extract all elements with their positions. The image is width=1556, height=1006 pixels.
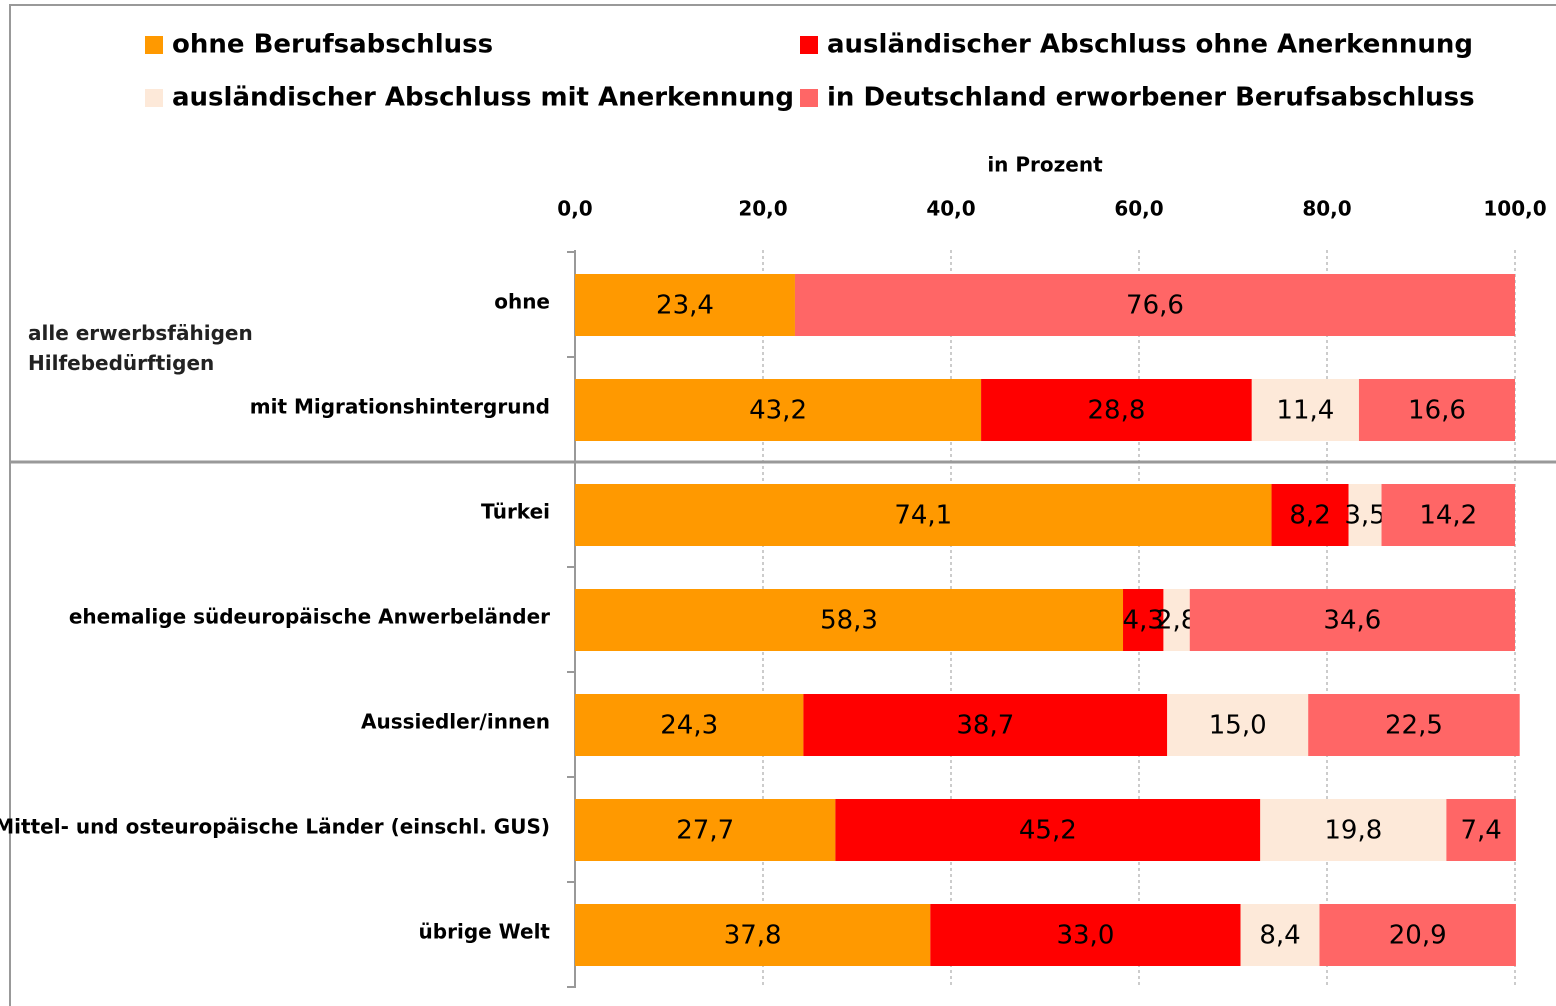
data-label: 27,7 (676, 816, 734, 846)
bar-segment (981, 379, 1252, 441)
legend-swatch (800, 36, 818, 54)
legend-label: ausländischer Abschluss mit Anerkennung (172, 83, 794, 113)
data-label: 74,1 (894, 501, 952, 531)
bar-segment (575, 589, 1124, 651)
bar-segment (1251, 379, 1359, 441)
data-label: 38,7 (956, 711, 1014, 741)
bar-segment (794, 274, 1515, 336)
y-tick-label: Mittel- und osteuropäische Länder (einsc… (0, 815, 550, 839)
y-tick-label: Türkei (481, 500, 550, 524)
data-label: 19,8 (1324, 816, 1382, 846)
bar-segment (803, 694, 1168, 756)
legend-label: ohne Berufsabschluss (172, 30, 493, 60)
data-label: 4,3 (1123, 606, 1164, 636)
bar-segment (930, 904, 1241, 966)
data-label: 8,2 (1289, 501, 1330, 531)
bar-segment (1123, 589, 1164, 651)
bar-segment (1240, 904, 1320, 966)
bar-segment (575, 274, 795, 336)
y-tick-label: Aussiedler/innen (361, 710, 550, 734)
bar-segment (1271, 484, 1349, 546)
bar-segment (575, 799, 836, 861)
chart-border (9, 4, 1556, 1006)
x-axis-label: in Prozent (987, 153, 1103, 177)
data-label: 3,5 (1344, 501, 1385, 531)
bar-segment (575, 694, 804, 756)
bar-segment (1167, 694, 1309, 756)
data-label: 23,4 (656, 291, 714, 321)
data-label: 37,8 (724, 921, 782, 951)
data-label: 45,2 (1019, 816, 1077, 846)
y-tick-label: mit Migrationshintergrund (250, 395, 550, 419)
data-label: 33,0 (1056, 921, 1114, 951)
data-label: 76,6 (1126, 291, 1184, 321)
legend-swatch (800, 89, 818, 107)
bar-segment (1358, 379, 1515, 441)
x-tick-label: 0,0 (557, 197, 592, 221)
x-tick-label: 60,0 (1114, 197, 1163, 221)
bar-segment (575, 379, 982, 441)
data-label: 7,4 (1460, 816, 1501, 846)
data-label: 14,2 (1419, 501, 1477, 531)
x-tick-label: 20,0 (738, 197, 787, 221)
y-tick-label: ohne (494, 290, 550, 314)
x-tick-label: 100,0 (1483, 197, 1546, 221)
bar-segment (1381, 484, 1515, 546)
data-label: 22,5 (1385, 711, 1443, 741)
data-label: 15,0 (1209, 711, 1267, 741)
data-label: 24,3 (660, 711, 718, 741)
bar-segment (575, 484, 1272, 546)
legend-label: in Deutschland erworbener Berufsabschlus… (827, 83, 1475, 113)
x-tick-label: 40,0 (926, 197, 975, 221)
data-label: 43,2 (749, 396, 807, 426)
data-label: 11,4 (1276, 396, 1334, 426)
x-tick-label: 80,0 (1302, 197, 1351, 221)
bar-segment (1319, 904, 1516, 966)
bar-segment (835, 799, 1261, 861)
data-label: 58,3 (820, 606, 878, 636)
legend-swatch (145, 89, 163, 107)
bar-segment (1348, 484, 1382, 546)
group-label: alle erwerbsfähigen Hilfebedürftigen (28, 321, 253, 375)
data-label: 20,9 (1389, 921, 1447, 951)
data-label: 16,6 (1408, 396, 1466, 426)
bar-segment (1308, 694, 1520, 756)
bar-segment (1163, 589, 1190, 651)
bar-segment (575, 904, 931, 966)
data-label: 34,6 (1323, 606, 1381, 636)
data-label: 8,4 (1259, 921, 1300, 951)
data-label: 28,8 (1087, 396, 1145, 426)
bar-segment (1446, 799, 1516, 861)
bar-segment (1260, 799, 1447, 861)
bar-segment (1189, 589, 1515, 651)
y-tick-label: ehemalige südeuropäische Anwerbeländer (69, 605, 550, 629)
legend-label: ausländischer Abschluss ohne Anerkennung (827, 30, 1473, 60)
y-tick-label: übrige Welt (419, 920, 551, 944)
legend-swatch (145, 36, 163, 54)
